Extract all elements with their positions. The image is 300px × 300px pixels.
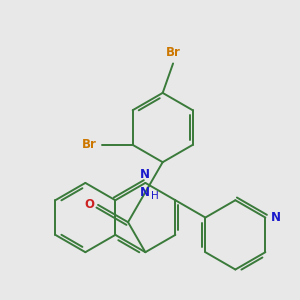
- Text: N: N: [140, 168, 150, 181]
- Text: Br: Br: [166, 46, 181, 59]
- Text: N: N: [140, 186, 150, 199]
- Text: N: N: [271, 211, 281, 224]
- Text: H: H: [151, 191, 159, 201]
- Text: Br: Br: [81, 138, 96, 151]
- Text: O: O: [85, 198, 94, 212]
